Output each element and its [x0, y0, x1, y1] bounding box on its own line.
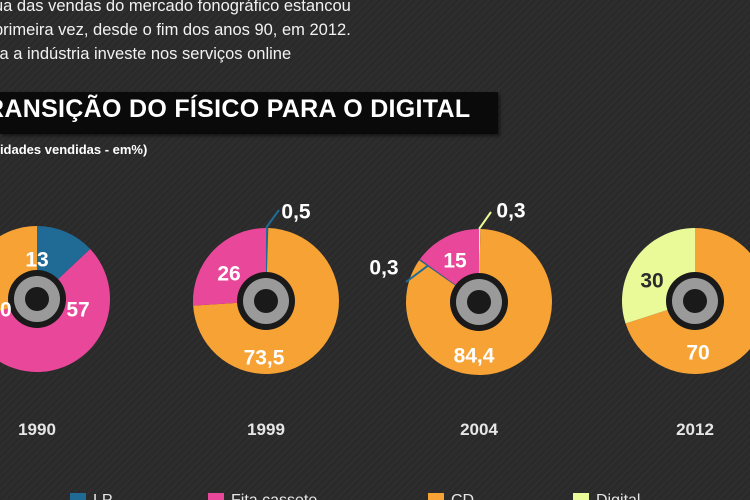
intro-text: ua das vendas do mercado fonográfico est…	[0, 0, 464, 66]
year-label-2012: 2012	[676, 420, 714, 439]
year-label-1999: 1999	[247, 420, 285, 439]
donut-2004: 0,3 84,4 0,3 15 2004	[369, 200, 552, 439]
value-label-2004-lp: 0,3	[369, 257, 398, 280]
intro-line-3: ra a indústria investe nos serviços onli…	[0, 45, 292, 63]
value-label-2004-digital: 0,3	[496, 200, 525, 223]
value-label-1999-cd: 73,5	[244, 347, 285, 370]
legend-swatch-cd	[428, 493, 444, 500]
value-label-2012-cd: 70	[686, 342, 709, 365]
donut-center-2012	[683, 289, 707, 313]
legend-swatch-lp	[70, 493, 86, 500]
leader-line-1999-lp	[265, 209, 280, 229]
legend-item-digital: Digital	[573, 492, 640, 500]
donut-center-2004	[467, 290, 491, 314]
slice-2012-cd	[625, 228, 750, 374]
value-label-1990-fita-cassete: 57	[66, 299, 89, 322]
legend-label-lp: LP	[93, 492, 113, 500]
legend-swatch-fita-cassete	[208, 493, 224, 500]
donut-center-1990	[25, 287, 49, 311]
donut-1990: 13 57 30 1990	[0, 226, 110, 439]
legend-label-cd: CD	[451, 492, 474, 500]
chart-title: RANSIÇÃO DO FÍSICO PARA O DIGITAL	[0, 95, 471, 123]
chart-title-box: RANSIÇÃO DO FÍSICO PARA O DIGITAL	[0, 92, 498, 134]
year-label-2004: 2004	[460, 420, 498, 439]
intro-line-1: ua das vendas do mercado fonográfico est…	[0, 0, 351, 15]
donut-center-1999	[254, 289, 278, 313]
value-label-1990-lp: 13	[25, 249, 48, 272]
value-label-1999-fita-cassete: 26	[217, 263, 240, 286]
value-label-2012-digital: 30	[640, 270, 663, 293]
legend-label-fita-cassete: Fita cassete	[231, 492, 317, 500]
legend-item-fita-cassete: Fita cassete	[208, 492, 317, 500]
intro-line-2: primeira vez, desde o fim dos anos 90, e…	[0, 21, 351, 39]
legend-swatch-digital	[573, 493, 589, 500]
leader-line-2004-digital	[478, 211, 492, 230]
value-label-2004-fita-cassete: 15	[443, 250, 467, 273]
donut-1999: 0,5 73,5 26 1999	[193, 201, 339, 439]
legend-item-cd: CD	[428, 492, 474, 500]
value-label-1990-cd: 30	[0, 299, 12, 322]
chart-subtitle: nidades vendidas - em%)	[0, 142, 148, 157]
value-label-2004-cd: 84,4	[454, 345, 495, 368]
legend-label-digital: Digital	[596, 492, 640, 500]
value-label-1999-lp: 0,5	[281, 201, 311, 224]
donut-2012: 70 30 2012	[622, 228, 750, 439]
year-label-1990: 1990	[18, 420, 56, 439]
legend-item-lp: LP	[70, 492, 113, 500]
